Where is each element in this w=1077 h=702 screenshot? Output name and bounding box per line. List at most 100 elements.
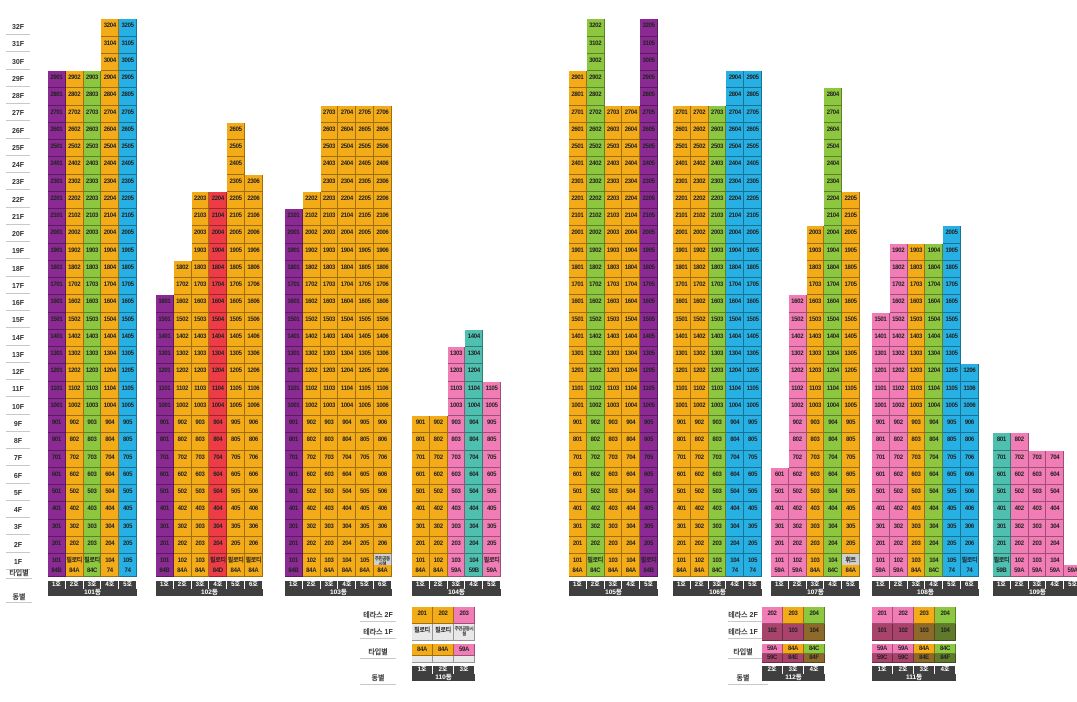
unit-cell: 704 bbox=[338, 450, 357, 468]
type-cell: 84A bbox=[690, 565, 709, 577]
ho-label: 5호 bbox=[356, 581, 374, 589]
unit-cell: 1902 bbox=[302, 243, 321, 261]
type-cell: 84A bbox=[320, 565, 339, 577]
unit-cell: 3204 bbox=[101, 19, 120, 37]
unit-cell: 2102 bbox=[690, 209, 709, 227]
unit-cell: 1801 bbox=[673, 260, 691, 279]
unit-cell: 602 bbox=[173, 467, 192, 486]
floor-label: 26F bbox=[11, 127, 25, 135]
type-cell bbox=[433, 656, 454, 663]
unit-cell: 2001 bbox=[285, 226, 303, 244]
unit-cell: 2003 bbox=[604, 226, 623, 244]
unit-cell: 502 bbox=[788, 485, 807, 503]
unit-cell: 206 bbox=[961, 536, 979, 555]
unit-cell: 1406 bbox=[245, 329, 263, 348]
type-cell: 59B bbox=[993, 565, 1011, 577]
unit-cell: 1104 bbox=[925, 381, 944, 399]
terrace-1f-cell: 주민공동시설 bbox=[454, 624, 475, 642]
unit-cell: 1904 bbox=[824, 243, 843, 261]
unit-cell: 1302 bbox=[65, 347, 84, 365]
unit-cell: 1304 bbox=[465, 347, 484, 365]
unit-cell: 2304 bbox=[726, 174, 745, 192]
unit-cell: 603 bbox=[604, 467, 623, 486]
unit-cell: 1501 bbox=[48, 312, 66, 330]
floor-label: 6F bbox=[13, 472, 23, 480]
unit-cell: 1601 bbox=[156, 295, 174, 313]
unit-cell: 1105 bbox=[119, 381, 137, 399]
ho-label: 6호 bbox=[961, 581, 979, 589]
floor-label: 25F bbox=[11, 144, 25, 152]
terrace-1f-cell: 필로티 bbox=[433, 624, 454, 642]
unit-cell: 802 bbox=[788, 433, 807, 451]
ho-label: 4호 bbox=[824, 581, 843, 589]
unit-cell: 2006 bbox=[245, 226, 263, 244]
unit-cell: 505 bbox=[943, 485, 961, 503]
unit-cell: 203 bbox=[320, 536, 339, 555]
unit-cell: 1206 bbox=[245, 364, 263, 382]
unit-cell: 602 bbox=[429, 467, 448, 486]
unit-cell: 1504 bbox=[209, 312, 228, 330]
unit-cell: 1802 bbox=[586, 260, 605, 279]
unit-cell: 1305 bbox=[227, 347, 245, 365]
unit-cell: 2104 bbox=[824, 209, 843, 227]
unit-cell: 2703 bbox=[320, 105, 339, 123]
unit-cell: 803 bbox=[806, 433, 825, 451]
unit-cell: 204 bbox=[726, 536, 745, 555]
unit-cell: 1105 bbox=[640, 381, 658, 399]
unit-cell: 2604 bbox=[726, 122, 745, 141]
unit-cell: 503 bbox=[806, 485, 825, 503]
terrace-1f-cell: 103 bbox=[914, 624, 935, 642]
row-rule bbox=[360, 658, 396, 659]
type-cell: 74 bbox=[961, 565, 979, 577]
unit-cell: 2102 bbox=[65, 209, 84, 227]
floor-rule bbox=[6, 379, 30, 380]
unit-cell: 203 bbox=[604, 536, 623, 555]
unit-cell: 1001 bbox=[156, 398, 174, 417]
unit-cell: 1402 bbox=[788, 329, 807, 348]
floor-rule bbox=[6, 258, 30, 260]
unit-cell: 506 bbox=[961, 485, 979, 503]
unit-cell: 1806 bbox=[245, 260, 263, 279]
ho-label: 5호 bbox=[119, 581, 137, 589]
unit-cell: 506 bbox=[374, 485, 392, 503]
floor-label: 14F bbox=[11, 334, 25, 342]
unit-cell: 1305 bbox=[842, 347, 860, 365]
unit-cell: 1301 bbox=[285, 347, 303, 365]
unit-cell: 1202 bbox=[65, 364, 84, 382]
floor-rule bbox=[6, 275, 30, 277]
unit-cell: 1704 bbox=[726, 278, 745, 296]
unit-cell: 2501 bbox=[569, 140, 587, 158]
unit-cell: 1005 bbox=[640, 398, 658, 417]
unit-cell: 305 bbox=[483, 519, 501, 537]
floor-rule bbox=[6, 206, 30, 208]
terrace-2f-cell: 202 bbox=[762, 607, 783, 625]
unit-cell: 702 bbox=[1010, 450, 1029, 468]
unit-cell: 604 bbox=[465, 467, 484, 486]
unit-cell: 1001 bbox=[48, 398, 66, 417]
unit-cell: 905 bbox=[227, 416, 245, 434]
terrace-label: 타입별 bbox=[733, 649, 753, 656]
unit-cell: 2802 bbox=[65, 88, 84, 106]
unit-cell: 604 bbox=[925, 467, 944, 486]
ho-label: 2호 bbox=[893, 666, 914, 674]
ho-label: 5호 bbox=[943, 581, 961, 589]
unit-cell: 204 bbox=[925, 536, 944, 555]
unit-cell: 804 bbox=[338, 433, 357, 451]
type-cell: 84A bbox=[806, 565, 825, 577]
unit-cell: 2801 bbox=[569, 88, 587, 106]
unit-cell: 1905 bbox=[744, 243, 762, 261]
unit-cell: 501 bbox=[569, 485, 587, 503]
unit-cell: 1805 bbox=[744, 260, 762, 279]
terrace-label: 테라스 2F bbox=[363, 612, 393, 619]
unit-cell: 604 bbox=[338, 467, 357, 486]
unit-cell: 2104 bbox=[338, 209, 357, 227]
unit-cell: 604 bbox=[622, 467, 641, 486]
unit-cell: 305 bbox=[640, 519, 658, 537]
type-cell: 59A bbox=[483, 565, 501, 577]
dong-label: 101동 bbox=[48, 589, 137, 596]
unit-cell: 2905 bbox=[119, 71, 137, 89]
ho-label: 5호 bbox=[842, 581, 860, 589]
unit-cell: 2205 bbox=[640, 191, 658, 210]
unit-cell: 1505 bbox=[227, 312, 245, 330]
unit-cell: 1105 bbox=[842, 381, 860, 399]
